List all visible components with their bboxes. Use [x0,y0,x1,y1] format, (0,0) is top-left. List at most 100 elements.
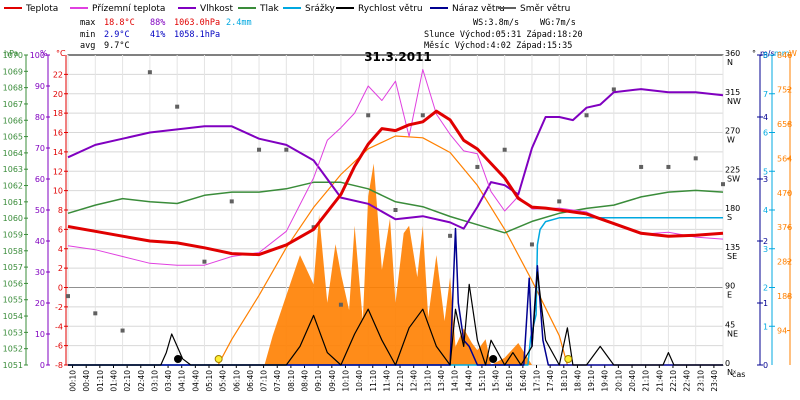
axis-pressure-label: 1066 [3,116,23,125]
axis-direction-label: 0 [725,359,730,368]
axes: 1051105210531054105510561057105810591060… [3,49,793,392]
x-tick-label: 18:10 [560,370,569,392]
x-tick-label: 01:40 [109,370,118,392]
x-tick-label: 10:40 [355,370,364,392]
axis-solar-label: 282 [777,258,792,267]
stats-max-hum: 88% [150,18,165,28]
x-tick-label: 17:40 [546,370,555,392]
axis-temperature-label: 0 [58,284,63,293]
x-tick-label: 07:40 [273,370,282,392]
wind-direction-point [202,259,207,264]
axis-pressure-label: 1061 [3,198,23,207]
axis-compass-label: N [727,58,733,67]
axis-temperature-label: 16 [53,129,63,138]
x-tick-label: 19:10 [587,370,596,392]
axis-wind-label: 5 [763,51,768,60]
legend-label: Tlak [259,4,280,14]
wind-direction-point [693,156,698,161]
axis-pressure-label: 1052 [3,345,23,354]
axis-temperature-label: 12 [53,167,63,176]
x-tick-label: 00:40 [82,370,91,392]
x-tick-label: 04:40 [191,370,200,392]
x-tick-label: 01:10 [96,370,105,392]
axis-direction-label: 90 [725,282,735,291]
axis-humidity-label: 100 [30,51,45,60]
x-tick-label: 09:10 [314,370,323,392]
stats-avg-temp: 9.7°C [104,41,130,51]
axis-pressure-label: 1057 [3,263,23,272]
legend-item: Přízemní teplota [70,4,165,14]
chart-title: 31.3.2011 [364,50,432,64]
x-tick-label: 16:40 [519,370,528,392]
axis-pressure-label: 1069 [3,67,23,76]
axis-temperature-label: -6 [55,342,63,351]
x-tick-label: 07:10 [260,370,269,392]
legend: Teplota Přízemní teplota Vlhkost Tlak Srážky… [4,4,570,14]
x-tick-label: 11:40 [382,370,391,392]
legend-label: Srážky [305,4,336,14]
axis-direction-label: 45 [725,320,735,329]
x-tick-label: 03:40 [164,370,173,392]
legend-item: Náraz větru [430,4,505,14]
axis-compass-label: E [727,291,732,300]
wind-direction-point [338,302,343,307]
wind-direction-point [721,182,725,187]
wind-direction-point [147,70,152,75]
legend-label: Náraz větru [452,4,505,14]
series-naraz-vetru [68,227,723,366]
x-tick-label: 20:10 [614,370,623,392]
x-tick-label: 09:40 [328,370,337,392]
moon-marker [173,355,182,363]
x-tick-label: 13:10 [423,370,432,392]
x-tick-label: 10:10 [341,370,350,392]
x-tick-label: 15:10 [478,370,487,392]
wind-direction-point [666,164,671,169]
x-tick-label: 04:10 [178,370,187,392]
axis-solar-label: 752 [777,85,792,94]
axis-wind-label: 4 [763,113,768,122]
axis-rain-label: 7 [763,90,768,99]
axis-temperature-label: 14 [53,148,63,157]
axis-direction-label: 135 [725,243,740,252]
legend-item: Tlak [238,4,280,14]
wind-direction-point [639,164,644,169]
legend-item: Rychlost větru [336,4,423,14]
stats-min-temp: 2.9°C [104,30,130,40]
legend-label: Vlhkost [200,4,233,14]
axis-solar-label: 94 [777,327,787,336]
x-tick-label: 00:10 [69,370,78,392]
series-rychlost-vetru [68,271,723,366]
x-tick-label: 21:40 [655,370,664,392]
series-teplota [67,109,724,257]
x-tick-label: 03:10 [150,370,159,392]
unit-deg: °C [56,49,66,58]
axis-pressure-label: 1060 [3,214,23,223]
axis-direction-label: 360 [725,49,740,58]
axis-temperature-label: 10 [53,187,63,196]
x-tick-label: 15:40 [492,370,501,392]
stats-ws: WS:3.8m/s [473,18,519,28]
x-tick-label: 05:40 [219,370,228,392]
series-solar [217,135,568,366]
axis-temperature-label: 20 [53,90,63,99]
stats-panel: max 18.8°C 88% 1063.0hPa 2.4mm min 2.9°C… [80,18,583,51]
wind-direction-point [448,233,453,238]
unit-mm: mm [774,49,790,58]
stats-sun: Slunce Východ:05:31 Západ:18:20 [424,30,583,40]
axis-compass-label: NE [727,329,738,338]
x-tick-label: 12:40 [410,370,419,392]
x-tick-label: 13:40 [437,370,446,392]
axis-temperature-label: -8 [55,361,63,370]
axis-temperature-label: -4 [55,322,63,331]
axis-compass-label: W [727,136,735,145]
stats-min-hum: 41% [150,30,165,40]
axis-humidity-label: 30 [35,268,45,277]
stats-max-press: 1063.0hPa [174,18,220,28]
axis-compass-label: N [727,368,733,377]
unit-dir: ° [752,49,756,58]
axis-direction-label: 270 [725,127,740,136]
axis-pressure-label: 1063 [3,165,23,174]
axis-rain-label: 8 [763,51,768,60]
axis-solar-label: 376 [777,223,792,232]
